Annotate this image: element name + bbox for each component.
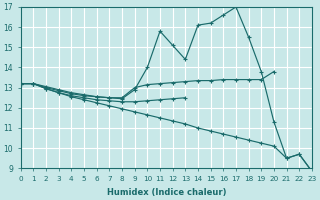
X-axis label: Humidex (Indice chaleur): Humidex (Indice chaleur) [107, 188, 226, 197]
